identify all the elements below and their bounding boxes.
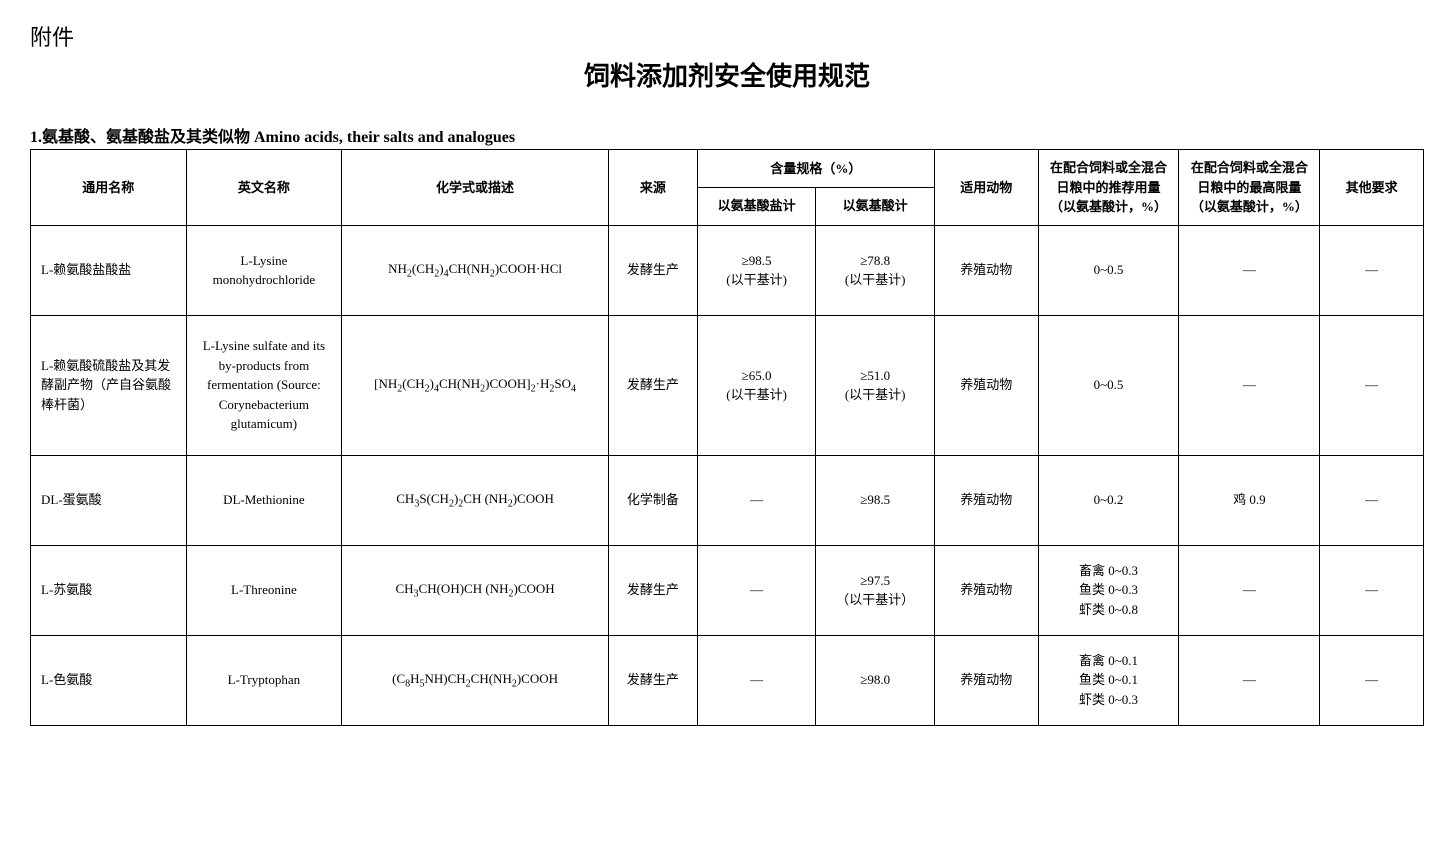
table-row: DL-蛋氨酸DL-MethionineCH3S(CH2)2CH (NH2)COO… — [31, 455, 1424, 545]
table-cell: 鸡 0.9 — [1179, 455, 1320, 545]
table-row: L-赖氨酸盐酸盐L-Lysine monohydrochlorideNH2(CH… — [31, 225, 1424, 315]
table-cell: 化学制备 — [608, 455, 697, 545]
table-cell: — — [1179, 545, 1320, 635]
table-cell: 0~0.2 — [1038, 455, 1179, 545]
table-cell: L-苏氨酸 — [31, 545, 187, 635]
table-cell: ≥51.0 (以干基计) — [816, 315, 935, 455]
table-cell: L-赖氨酸盐酸盐 — [31, 225, 187, 315]
table-cell: 发酵生产 — [608, 225, 697, 315]
table-cell: — — [1320, 455, 1424, 545]
table-cell: — — [1320, 545, 1424, 635]
table-cell: — — [1179, 225, 1320, 315]
table-cell: ≥65.0 (以干基计) — [697, 315, 816, 455]
table-cell: — — [697, 545, 816, 635]
section-heading: 1.氨基酸、氨基酸盐及其类似物 Amino acids, their salts… — [30, 123, 1424, 147]
table-cell: 畜禽 0~0.1 鱼类 0~0.1 虾类 0~0.3 — [1038, 635, 1179, 725]
table-cell: CH3CH(OH)CH (NH2)COOH — [342, 545, 609, 635]
table-cell: 发酵生产 — [608, 315, 697, 455]
col-common-name: 通用名称 — [31, 150, 187, 226]
table-cell: L-Lysine sulfate and its by-products fro… — [186, 315, 342, 455]
col-english-name: 英文名称 — [186, 150, 342, 226]
table-cell: — — [1320, 635, 1424, 725]
table-cell: CH3S(CH2)2CH (NH2)COOH — [342, 455, 609, 545]
table-cell: 发酵生产 — [608, 545, 697, 635]
table-cell: 养殖动物 — [934, 315, 1038, 455]
table-body: L-赖氨酸盐酸盐L-Lysine monohydrochlorideNH2(CH… — [31, 225, 1424, 725]
table-row: L-苏氨酸L-ThreonineCH3CH(OH)CH (NH2)COOH发酵生… — [31, 545, 1424, 635]
table-cell: 0~0.5 — [1038, 315, 1179, 455]
col-animal: 适用动物 — [934, 150, 1038, 226]
table-cell: ≥98.5 (以干基计) — [697, 225, 816, 315]
table-cell: L-色氨酸 — [31, 635, 187, 725]
table-cell: ≥98.5 — [816, 455, 935, 545]
col-max: 在配合饲料或全混合日粮中的最高限量（以氨基酸计，%） — [1179, 150, 1320, 226]
col-recommended: 在配合饲料或全混合日粮中的推荐用量（以氨基酸计，%） — [1038, 150, 1179, 226]
table-cell: 畜禽 0~0.3 鱼类 0~0.3 虾类 0~0.8 — [1038, 545, 1179, 635]
table-cell: ≥78.8 (以干基计) — [816, 225, 935, 315]
table-cell: ≥97.5 （以干基计） — [816, 545, 935, 635]
col-spec-acid: 以氨基酸计 — [816, 187, 935, 225]
table-cell: — — [1320, 225, 1424, 315]
table-cell: [NH2(CH2)4CH(NH2)COOH]2·H2SO4 — [342, 315, 609, 455]
table-cell: L-赖氨酸硫酸盐及其发酵副产物（产自谷氨酸棒杆菌） — [31, 315, 187, 455]
table-cell: DL-Methionine — [186, 455, 342, 545]
table-cell: — — [1179, 635, 1320, 725]
table-cell: — — [697, 635, 816, 725]
table-cell: 养殖动物 — [934, 455, 1038, 545]
table-row: L-赖氨酸硫酸盐及其发酵副产物（产自谷氨酸棒杆菌）L-Lysine sulfat… — [31, 315, 1424, 455]
table-cell: — — [697, 455, 816, 545]
table-cell: — — [1179, 315, 1320, 455]
table-cell: 养殖动物 — [934, 635, 1038, 725]
table-cell: 0~0.5 — [1038, 225, 1179, 315]
col-other: 其他要求 — [1320, 150, 1424, 226]
table-cell: L-Tryptophan — [186, 635, 342, 725]
col-formula: 化学式或描述 — [342, 150, 609, 226]
table-cell: DL-蛋氨酸 — [31, 455, 187, 545]
col-spec-group: 含量规格（%） — [697, 150, 934, 188]
table-header: 通用名称 英文名称 化学式或描述 来源 含量规格（%） 适用动物 在配合饲料或全… — [31, 150, 1424, 226]
col-spec-salt: 以氨基酸盐计 — [697, 187, 816, 225]
table-cell: ≥98.0 — [816, 635, 935, 725]
table-cell: 养殖动物 — [934, 545, 1038, 635]
table-cell: 发酵生产 — [608, 635, 697, 725]
table-row: L-色氨酸L-Tryptophan(C8H5NH)CH2CH(NH2)COOH发… — [31, 635, 1424, 725]
table-cell: L-Lysine monohydrochloride — [186, 225, 342, 315]
attachment-label: 附件 — [30, 20, 1424, 52]
table-cell: — — [1320, 315, 1424, 455]
table-cell: NH2(CH2)4CH(NH2)COOH·HCl — [342, 225, 609, 315]
col-source: 来源 — [608, 150, 697, 226]
table-cell: (C8H5NH)CH2CH(NH2)COOH — [342, 635, 609, 725]
table-cell: L-Threonine — [186, 545, 342, 635]
amino-acids-table: 通用名称 英文名称 化学式或描述 来源 含量规格（%） 适用动物 在配合饲料或全… — [30, 149, 1424, 726]
document-title: 饲料添加剂安全使用规范 — [30, 56, 1424, 93]
table-cell: 养殖动物 — [934, 225, 1038, 315]
